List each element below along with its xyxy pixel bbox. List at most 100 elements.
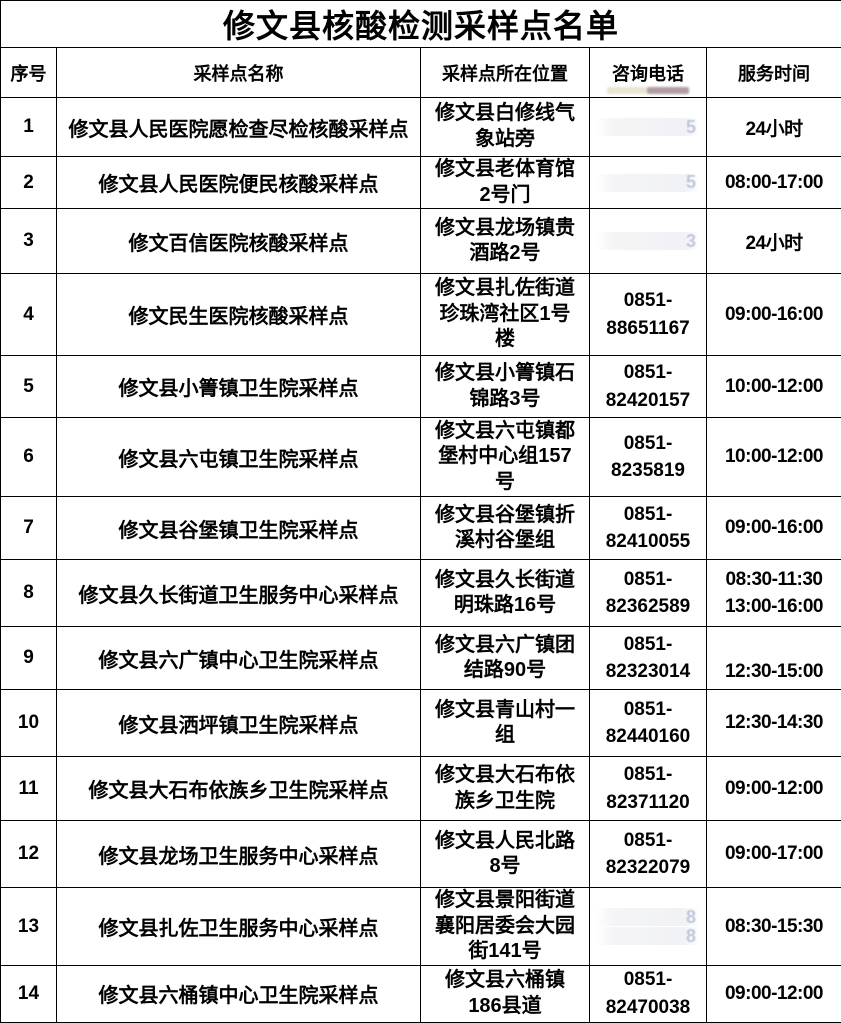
title-row: 修文县核酸检测采样点名单 (1, 1, 841, 48)
cell-name: 修文县六屯镇卫生院采样点 (57, 418, 421, 497)
cell-time: 09:00-12:00 (707, 757, 841, 821)
cell-name: 修文县扎佐卫生服务中心采样点 (57, 888, 421, 966)
header-index: 序号 (1, 48, 57, 98)
header-location: 采样点所在位置 (421, 48, 590, 98)
cell-phone-redacted: 3 (590, 209, 707, 274)
table-row: 14 修文县六桶镇中心卫生院采样点 修文县六桶镇186县道 0851-82470… (1, 965, 841, 1022)
cell-name: 修文县小箐镇卫生院采样点 (57, 356, 421, 418)
cell-location: 修文县大石布依族乡卫生院 (421, 757, 590, 821)
cell-time: 08:30-15:30 (707, 888, 841, 966)
cell-phone: 0851-82323014 (590, 627, 707, 690)
cell-index: 7 (1, 497, 57, 560)
cell-phone: 0851-82322079 (590, 821, 707, 888)
cell-time: 09:00-17:00 (707, 821, 841, 888)
cell-location: 修文县六广镇团结路90号 (421, 627, 590, 690)
cell-location: 修文县龙场镇贵酒路2号 (421, 209, 590, 274)
cell-location: 修文县老体育馆2号门 (421, 157, 590, 209)
table-row: 2 修文县人民医院便民核酸采样点 修文县老体育馆2号门 5 08:00-17:0… (1, 157, 841, 209)
cell-name: 修文县龙场卫生服务中心采样点 (57, 821, 421, 888)
cell-location: 修文县人民北路8号 (421, 821, 590, 888)
table-row: 12 修文县龙场卫生服务中心采样点 修文县人民北路8号 0851-8232207… (1, 821, 841, 888)
cell-index: 5 (1, 356, 57, 418)
cell-index: 8 (1, 560, 57, 627)
cell-location: 修文县谷堡镇折溪村谷堡组 (421, 497, 590, 560)
table-row: 1 修文县人民医院愿检查尽检核酸采样点 修文县白修线气象站旁 5 24小时 (1, 98, 841, 157)
cell-index: 12 (1, 821, 57, 888)
redacted-phone-remnant: 8 (596, 927, 700, 945)
cell-index: 3 (1, 209, 57, 274)
cell-index: 1 (1, 98, 57, 157)
cell-time: 09:00-16:00 (707, 274, 841, 356)
table-row: 3 修文百信医院核酸采样点 修文县龙场镇贵酒路2号 3 24小时 (1, 209, 841, 274)
cell-location: 修文县扎佐街道珍珠湾社区1号楼 (421, 274, 590, 356)
cell-time: 12:30-15:00 (707, 627, 841, 690)
redaction-smudge (607, 87, 689, 94)
cell-name: 修文县六广镇中心卫生院采样点 (57, 627, 421, 690)
cell-name: 修文县久长街道卫生服务中心采样点 (57, 560, 421, 627)
cell-index: 13 (1, 888, 57, 966)
page-title: 修文县核酸检测采样点名单 (1, 1, 841, 48)
cell-location: 修文县青山村一组 (421, 690, 590, 757)
header-phone: 咨询电话 (590, 48, 707, 98)
cell-phone-redacted: 5 (590, 157, 707, 209)
cell-location: 修文县六桶镇186县道 (421, 965, 590, 1022)
cell-time: 24小时 (707, 98, 841, 157)
cell-time: 10:00-12:00 (707, 356, 841, 418)
cell-name: 修文县大石布依族乡卫生院采样点 (57, 757, 421, 821)
cell-phone: 0851-82362589 (590, 560, 707, 627)
redacted-phone-remnant: 5 (596, 174, 700, 192)
cell-index: 2 (1, 157, 57, 209)
cell-time: 24小时 (707, 209, 841, 274)
cell-phone: 0851-82410055 (590, 497, 707, 560)
cell-location: 修文县小箐镇石锦路3号 (421, 356, 590, 418)
cell-phone: 0851-88651167 (590, 274, 707, 356)
cell-phone: 0851-82420157 (590, 356, 707, 418)
redacted-phone-remnant: 3 (596, 232, 700, 250)
cell-name: 修文县人民医院愿检查尽检核酸采样点 (57, 98, 421, 157)
redacted-phone-remnant: 8 (596, 908, 700, 926)
cell-name: 修文县洒坪镇卫生院采样点 (57, 690, 421, 757)
table-row: 4 修文民生医院核酸采样点 修文县扎佐街道珍珠湾社区1号楼 0851-88651… (1, 274, 841, 356)
cell-time: 08:00-17:00 (707, 157, 841, 209)
table-row: 10 修文县洒坪镇卫生院采样点 修文县青山村一组 0851-82440160 1… (1, 690, 841, 757)
cell-index: 11 (1, 757, 57, 821)
header-time: 服务时间 (707, 48, 841, 98)
table-body: 1 修文县人民医院愿检查尽检核酸采样点 修文县白修线气象站旁 5 24小时 2 … (1, 98, 841, 1023)
cell-time: 12:30-14:30 (707, 690, 841, 757)
cell-time: 09:00-12:00 (707, 965, 841, 1022)
cell-name: 修文县人民医院便民核酸采样点 (57, 157, 421, 209)
cell-location: 修文县久长街道明珠路16号 (421, 560, 590, 627)
table-row: 9 修文县六广镇中心卫生院采样点 修文县六广镇团结路90号 0851-82323… (1, 627, 841, 690)
table-row: 6 修文县六屯镇卫生院采样点 修文县六屯镇都堡村中心组157号 0851-823… (1, 418, 841, 497)
cell-index: 14 (1, 965, 57, 1022)
cell-name: 修文县谷堡镇卫生院采样点 (57, 497, 421, 560)
header-name: 采样点名称 (57, 48, 421, 98)
header-row: 序号 采样点名称 采样点所在位置 咨询电话 服务时间 (1, 48, 841, 98)
cell-index: 9 (1, 627, 57, 690)
cell-time: 10:00-12:00 (707, 418, 841, 497)
cell-index: 6 (1, 418, 57, 497)
cell-name: 修文县六桶镇中心卫生院采样点 (57, 965, 421, 1022)
table-row: 7 修文县谷堡镇卫生院采样点 修文县谷堡镇折溪村谷堡组 0851-8241005… (1, 497, 841, 560)
cell-time: 09:00-16:00 (707, 497, 841, 560)
cell-index: 4 (1, 274, 57, 356)
cell-name: 修文民生医院核酸采样点 (57, 274, 421, 356)
cell-phone: 0851-82440160 (590, 690, 707, 757)
cell-phone: 0851-8235819 (590, 418, 707, 497)
table-row: 5 修文县小箐镇卫生院采样点 修文县小箐镇石锦路3号 0851-82420157… (1, 356, 841, 418)
cell-location: 修文县白修线气象站旁 (421, 98, 590, 157)
header-phone-label: 咨询电话 (612, 64, 684, 84)
cell-location: 修文县景阳街道襄阳居委会大园街141号 (421, 888, 590, 966)
cell-index: 10 (1, 690, 57, 757)
cell-location: 修文县六屯镇都堡村中心组157号 (421, 418, 590, 497)
table-row: 11 修文县大石布依族乡卫生院采样点 修文县大石布依族乡卫生院 0851-823… (1, 757, 841, 821)
table-row: 8 修文县久长街道卫生服务中心采样点 修文县久长街道明珠路16号 0851-82… (1, 560, 841, 627)
cell-phone-redacted: 5 (590, 98, 707, 157)
cell-phone: 0851-82470038 (590, 965, 707, 1022)
cell-phone: 0851-82371120 (590, 757, 707, 821)
